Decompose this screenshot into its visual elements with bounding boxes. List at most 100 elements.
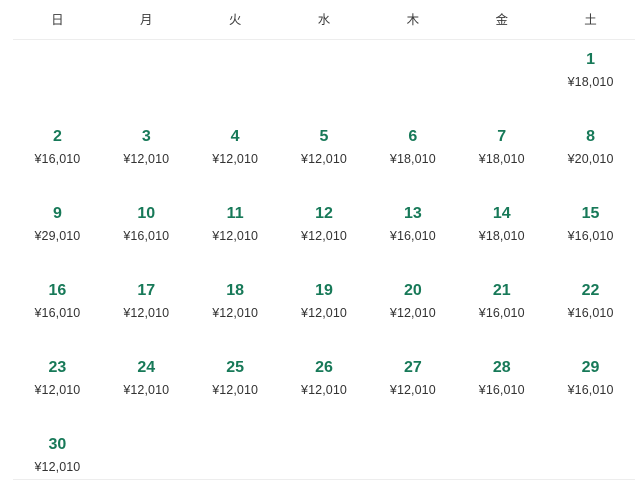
day-number: 14: [492, 205, 511, 222]
day-number: 2: [52, 128, 62, 145]
calendar-day-cell[interactable]: 12 ¥12,010: [280, 194, 369, 271]
day-price: ¥18,010: [389, 152, 436, 166]
day-price: ¥16,010: [123, 229, 170, 243]
calendar-empty-cell: [457, 40, 546, 117]
calendar-day-cell[interactable]: 5 ¥12,010: [280, 117, 369, 194]
day-price: ¥12,010: [34, 460, 81, 474]
weekday-label: 火: [228, 12, 242, 27]
day-number: 9: [52, 205, 62, 222]
day-number: 18: [226, 282, 245, 299]
calendar-day-cell[interactable]: 29 ¥16,010: [546, 348, 635, 425]
day-price: ¥18,010: [567, 75, 614, 89]
calendar-day-cell[interactable]: 18 ¥12,010: [191, 271, 280, 348]
calendar-empty-cell: [368, 425, 457, 479]
calendar-week-row: 2 ¥16,010 3 ¥12,010 4 ¥12,010 5 ¥12,010 6 ¥18,010…: [13, 117, 635, 194]
calendar-day-cell[interactable]: 4 ¥12,010: [191, 117, 280, 194]
calendar-day-cell[interactable]: 27 ¥12,010: [368, 348, 457, 425]
calendar-empty-cell: [280, 40, 369, 117]
calendar-empty-cell: [102, 425, 191, 479]
calendar-day-cell[interactable]: 14 ¥18,010: [457, 194, 546, 271]
calendar-day-cell[interactable]: 16 ¥16,010: [13, 271, 102, 348]
calendar-week-row: 1 ¥18,010: [13, 40, 635, 117]
calendar-day-cell[interactable]: 24 ¥12,010: [102, 348, 191, 425]
calendar-day-cell[interactable]: 15 ¥16,010: [546, 194, 635, 271]
day-price: ¥18,010: [478, 229, 525, 243]
weekday-label: 水: [317, 12, 331, 27]
calendar-empty-cell: [368, 40, 457, 117]
day-price: ¥16,010: [478, 306, 525, 320]
calendar-day-cell[interactable]: 7 ¥18,010: [457, 117, 546, 194]
weekday-label: 土: [584, 12, 597, 27]
day-number: 8: [586, 128, 596, 145]
calendar-day-cell[interactable]: 2 ¥16,010: [13, 117, 102, 194]
calendar-day-cell[interactable]: 11 ¥12,010: [191, 194, 280, 271]
calendar-week-row: 23 ¥12,010 24 ¥12,010 25 ¥12,010 26 ¥12,010 27 ¥1…: [13, 348, 635, 425]
calendar-day-cell[interactable]: 9 ¥29,010: [13, 194, 102, 271]
day-number: 17: [137, 282, 156, 299]
calendar-day-cell[interactable]: 28 ¥16,010: [457, 348, 546, 425]
calendar-day-cell[interactable]: 1 ¥18,010: [546, 40, 635, 117]
day-number: 10: [137, 205, 156, 222]
day-price: ¥29,010: [34, 229, 81, 243]
calendar-day-cell[interactable]: 13 ¥16,010: [368, 194, 457, 271]
day-price: ¥16,010: [34, 152, 81, 166]
calendar-grid: 1 ¥18,010 2 ¥16,010 3 ¥12,010 4 ¥12,010 5 ¥12,010…: [13, 40, 635, 480]
calendar-day-cell[interactable]: 21 ¥16,010: [457, 271, 546, 348]
day-price: ¥18,010: [478, 152, 525, 166]
day-number: 3: [141, 128, 151, 145]
calendar-day-cell[interactable]: 23 ¥12,010: [13, 348, 102, 425]
day-number: 5: [319, 128, 329, 145]
calendar-day-cell[interactable]: 10 ¥16,010: [102, 194, 191, 271]
day-number: 22: [581, 282, 600, 299]
day-number: 25: [226, 359, 245, 376]
day-number: 13: [403, 205, 422, 222]
day-price: ¥16,010: [34, 306, 81, 320]
calendar-day-cell[interactable]: 26 ¥12,010: [280, 348, 369, 425]
day-number: 6: [408, 128, 418, 145]
day-number: 20: [403, 282, 422, 299]
calendar-empty-cell: [191, 40, 280, 117]
day-price: ¥16,010: [567, 306, 614, 320]
calendar-empty-cell: [280, 425, 369, 479]
weekday-label: 日: [51, 12, 64, 27]
calendar-week-row: 16 ¥16,010 17 ¥12,010 18 ¥12,010 19 ¥12,010 20 ¥1…: [13, 271, 635, 348]
day-number: 21: [492, 282, 511, 299]
weekday-label: 木: [406, 12, 420, 27]
calendar-empty-cell: [102, 40, 191, 117]
calendar-day-cell[interactable]: 8 ¥20,010: [546, 117, 635, 194]
day-price: ¥12,010: [212, 383, 259, 397]
day-number: 23: [48, 359, 67, 376]
day-price: ¥12,010: [123, 383, 170, 397]
day-price: ¥12,010: [301, 152, 347, 166]
calendar-day-cell[interactable]: 3 ¥12,010: [102, 117, 191, 194]
day-price: ¥12,010: [212, 306, 259, 320]
day-price: ¥16,010: [478, 383, 525, 397]
calendar-day-cell[interactable]: 17 ¥12,010: [102, 271, 191, 348]
day-price: ¥12,010: [123, 152, 170, 166]
day-price: ¥12,010: [123, 306, 170, 320]
calendar-empty-cell: [13, 40, 102, 117]
day-price: ¥12,010: [389, 306, 436, 320]
calendar-day-cell[interactable]: 6 ¥18,010: [368, 117, 457, 194]
day-price: ¥12,010: [301, 229, 347, 243]
day-number: 26: [315, 359, 333, 376]
calendar-day-cell[interactable]: 22 ¥16,010: [546, 271, 635, 348]
calendar-week-row: 9 ¥29,010 10 ¥16,010 11 ¥12,010 12 ¥12,010 13 ¥16…: [13, 194, 635, 271]
day-price: ¥12,010: [34, 383, 81, 397]
weekday-label: 金: [495, 12, 508, 27]
day-price: ¥12,010: [389, 383, 436, 397]
day-price: ¥12,010: [212, 152, 259, 166]
day-number: 28: [492, 359, 511, 376]
calendar-day-cell[interactable]: 25 ¥12,010: [191, 348, 280, 425]
calendar-empty-cell: [546, 425, 635, 479]
day-number: 11: [226, 205, 244, 222]
day-number: 7: [497, 128, 507, 145]
day-number: 19: [315, 282, 333, 299]
calendar-day-cell[interactable]: 30 ¥12,010: [13, 425, 102, 479]
day-number: 29: [581, 359, 600, 376]
weekday-header-row: 日月火水木金土: [13, 0, 635, 40]
calendar-day-cell[interactable]: 20 ¥12,010: [368, 271, 457, 348]
day-price: ¥12,010: [301, 306, 347, 320]
day-price: ¥16,010: [389, 229, 436, 243]
calendar-day-cell[interactable]: 19 ¥12,010: [280, 271, 369, 348]
